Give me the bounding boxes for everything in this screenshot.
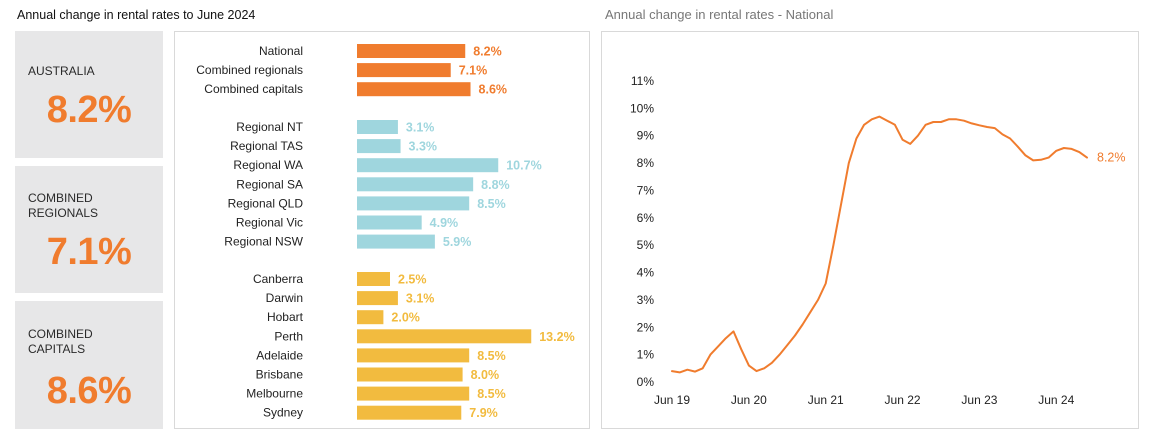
kpi-label: COMBINED REGIONALS (28, 191, 98, 221)
x-tick-label: Jun 24 (1038, 393, 1074, 407)
bar-value-label: 4.9% (430, 216, 459, 230)
kpi-label-line: AUSTRALIA (28, 64, 95, 78)
bar-category-label: Canberra (253, 272, 303, 286)
bar-value-label: 8.5% (477, 387, 506, 401)
x-tick-label: Jun 20 (731, 393, 767, 407)
y-tick-label: 10% (630, 101, 654, 115)
bar (357, 44, 466, 58)
bar (357, 272, 390, 286)
bar-chart-panel: National 8.2% Combined regionals 7.1% Combin… (174, 31, 590, 429)
y-tick-label: 5% (637, 238, 655, 252)
x-tick-label: Jun 23 (961, 393, 997, 407)
bar-category-label: Regional TAS (230, 139, 303, 153)
bar-value-label: 10.7% (506, 159, 541, 173)
bar-category-label: Adelaide (256, 348, 303, 362)
kpi-card-australia: AUSTRALIA 8.2% (15, 31, 163, 158)
kpi-value: 8.6% (46, 370, 132, 412)
kpi-card-combined-regionals: COMBINED REGIONALS 7.1% (15, 166, 163, 293)
bar (357, 120, 398, 134)
bar (357, 63, 451, 78)
x-tick-label: Jun 21 (808, 393, 844, 407)
bar-chart: National 8.2% Combined regionals 7.1% Combin… (196, 44, 575, 420)
bar-value-label: 3.1% (406, 121, 435, 135)
bar-value-label: 8.5% (477, 197, 506, 211)
bar-category-label: National (259, 44, 303, 58)
bar-category-label: Combined capitals (204, 82, 303, 96)
bar-category-label: Sydney (263, 406, 303, 420)
y-tick-label: 4% (637, 266, 655, 280)
bar (357, 405, 462, 420)
bar-category-label: Regional QLD (228, 196, 304, 210)
kpi-label-line: REGIONALS (28, 206, 99, 220)
y-tick-label: 7% (637, 183, 655, 197)
series-end-label: 8.2% (1097, 151, 1126, 165)
kpi-value: 7.1% (46, 231, 132, 273)
y-tick-label: 2% (637, 320, 655, 334)
bar-category-label: Regional Vic (236, 216, 303, 230)
y-tick-label: 1% (637, 348, 655, 362)
kpi-label: AUSTRALIA (28, 64, 95, 79)
y-tick-label: 3% (637, 293, 655, 307)
bar (357, 310, 384, 325)
bar-category-label: Melbourne (246, 387, 303, 401)
bar (357, 329, 532, 344)
bar (357, 158, 499, 173)
bar-value-label: 5.9% (443, 235, 472, 249)
bar-category-label: Hobart (267, 310, 304, 324)
bar (357, 234, 435, 249)
bar-category-label: Combined regionals (196, 63, 303, 77)
kpi-label: COMBINED CAPITALS (28, 327, 93, 357)
x-tick-label: Jun 22 (885, 393, 921, 407)
y-tick-label: 8% (637, 156, 655, 170)
kpi-card-combined-capitals: COMBINED CAPITALS 8.6% (15, 301, 163, 429)
line-chart-title: Annual change in rental rates - National (605, 7, 834, 22)
line-chart: 0% 1% 2% 3% 4% 5% 6% 7% 8% 9% 10% 11% Jun 19 Jun 20 Ju… (630, 74, 1126, 407)
series-line (671, 115, 1088, 374)
kpi-label-line: COMBINED (28, 327, 93, 341)
bar-category-label: Regional NT (236, 120, 303, 134)
bar-value-label: 13.2% (539, 330, 574, 344)
kpi-value: 8.2% (46, 89, 132, 131)
bar (357, 348, 470, 363)
bar (357, 386, 470, 401)
bar (357, 196, 470, 211)
kpi-label-line: COMBINED (28, 191, 93, 205)
bar-value-label: 2.5% (398, 273, 427, 287)
bar-value-label: 7.9% (469, 406, 498, 420)
bar (357, 139, 401, 154)
y-tick-label: 11% (631, 74, 654, 88)
line-chart-panel: 0% 1% 2% 3% 4% 5% 6% 7% 8% 9% 10% 11% Jun 19 Jun 20 Ju… (601, 31, 1139, 429)
bars-title: Annual change in rental rates to June 20… (17, 8, 256, 22)
bar-category-label: Regional SA (236, 177, 303, 191)
bar (357, 215, 422, 230)
y-tick-label: 0% (637, 375, 655, 389)
bar-value-label: 8.2% (473, 45, 502, 59)
bar-value-label: 7.1% (459, 64, 488, 78)
bar-value-label: 2.0% (391, 311, 420, 325)
bar-value-label: 3.1% (406, 292, 435, 306)
bar (357, 367, 463, 382)
bar-category-label: Darwin (266, 291, 303, 305)
bar-category-label: Brisbane (256, 368, 304, 382)
kpi-label-line: CAPITALS (28, 342, 86, 356)
x-tick-label: Jun 19 (654, 393, 690, 407)
bar-category-label: Regional NSW (224, 235, 303, 249)
bar-value-label: 8.0% (471, 368, 500, 382)
bar-category-label: Perth (274, 329, 303, 343)
bar-category-label: Regional WA (233, 158, 303, 172)
bar (357, 291, 398, 306)
y-tick-label: 6% (637, 211, 655, 225)
bar-value-label: 8.8% (481, 178, 510, 192)
bar (357, 82, 471, 97)
bar-value-label: 3.3% (409, 140, 438, 154)
bar (357, 177, 474, 192)
bar-value-label: 8.6% (479, 83, 508, 97)
y-tick-label: 9% (637, 129, 655, 143)
bar-value-label: 8.5% (477, 349, 506, 363)
